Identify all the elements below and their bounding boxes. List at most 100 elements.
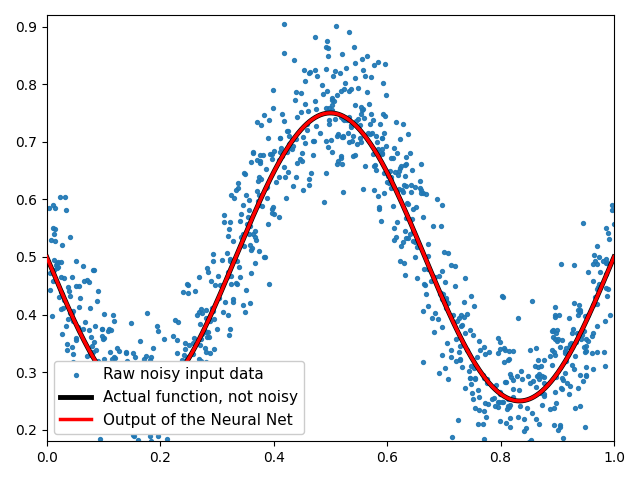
Raw noisy input data xyxy=(587,332,597,339)
Raw noisy input data xyxy=(238,230,248,238)
Raw noisy input data xyxy=(143,397,153,405)
Raw noisy input data xyxy=(410,253,420,261)
Raw noisy input data xyxy=(56,292,67,300)
Raw noisy input data xyxy=(307,138,317,145)
Raw noisy input data xyxy=(494,398,504,406)
Raw noisy input data xyxy=(408,228,418,235)
Raw noisy input data xyxy=(472,353,482,361)
Raw noisy input data xyxy=(198,365,209,373)
Raw noisy input data xyxy=(119,413,129,421)
Raw noisy input data xyxy=(141,397,151,405)
Raw noisy input data xyxy=(497,398,508,406)
Raw noisy input data xyxy=(67,343,77,351)
Raw noisy input data xyxy=(362,88,372,96)
Raw noisy input data xyxy=(384,179,394,186)
Raw noisy input data xyxy=(365,130,375,138)
Raw noisy input data xyxy=(192,311,202,319)
Raw noisy input data xyxy=(61,322,71,330)
Raw noisy input data xyxy=(71,282,81,289)
Raw noisy input data xyxy=(588,300,598,308)
Raw noisy input data xyxy=(202,264,212,272)
Raw noisy input data xyxy=(188,396,198,404)
Output of the Neural Net xyxy=(326,110,334,116)
Raw noisy input data xyxy=(421,290,431,298)
Raw noisy input data xyxy=(84,326,94,334)
Raw noisy input data xyxy=(143,359,153,367)
Raw noisy input data xyxy=(454,355,465,362)
Raw noisy input data xyxy=(223,232,233,240)
Raw noisy input data xyxy=(554,421,564,429)
Raw noisy input data xyxy=(388,155,398,162)
Raw noisy input data xyxy=(179,420,189,428)
Raw noisy input data xyxy=(246,246,257,253)
Raw noisy input data xyxy=(583,337,593,345)
Raw noisy input data xyxy=(288,143,298,150)
Raw noisy input data xyxy=(136,359,146,366)
Raw noisy input data xyxy=(261,165,271,173)
Raw noisy input data xyxy=(228,299,238,306)
Raw noisy input data xyxy=(168,369,178,377)
Raw noisy input data xyxy=(351,117,362,125)
Raw noisy input data xyxy=(449,282,460,290)
Raw noisy input data xyxy=(398,259,408,267)
Raw noisy input data xyxy=(387,202,397,209)
Raw noisy input data xyxy=(67,317,77,325)
Raw noisy input data xyxy=(356,106,367,113)
Raw noisy input data xyxy=(580,423,591,431)
Raw noisy input data xyxy=(327,96,337,104)
Raw noisy input data xyxy=(128,432,138,439)
Raw noisy input data xyxy=(244,196,254,204)
Raw noisy input data xyxy=(307,152,317,159)
Raw noisy input data xyxy=(386,173,396,181)
Raw noisy input data xyxy=(358,66,368,73)
Raw noisy input data xyxy=(154,413,164,420)
Raw noisy input data xyxy=(506,373,516,381)
Raw noisy input data xyxy=(602,259,612,266)
Raw noisy input data xyxy=(236,233,246,241)
Raw noisy input data xyxy=(255,151,265,158)
Raw noisy input data xyxy=(481,413,492,420)
Raw noisy input data xyxy=(468,302,479,310)
Raw noisy input data xyxy=(316,82,326,89)
Raw noisy input data xyxy=(440,294,451,301)
Raw noisy input data xyxy=(479,343,489,351)
Raw noisy input data xyxy=(451,317,461,325)
Raw noisy input data xyxy=(62,346,72,354)
Raw noisy input data xyxy=(122,357,132,365)
Raw noisy input data xyxy=(548,326,558,334)
Raw noisy input data xyxy=(508,385,518,393)
Raw noisy input data xyxy=(288,182,298,190)
Raw noisy input data xyxy=(114,423,124,431)
Raw noisy input data xyxy=(327,108,337,116)
Raw noisy input data xyxy=(233,184,243,192)
Raw noisy input data xyxy=(168,332,178,340)
Raw noisy input data xyxy=(540,390,550,397)
Raw noisy input data xyxy=(309,137,319,144)
Raw noisy input data xyxy=(57,241,67,249)
Raw noisy input data xyxy=(420,190,431,198)
Raw noisy input data xyxy=(392,218,403,226)
Raw noisy input data xyxy=(561,345,571,352)
Raw noisy input data xyxy=(196,357,206,364)
Raw noisy input data xyxy=(268,156,278,163)
Raw noisy input data xyxy=(355,121,365,129)
Raw noisy input data xyxy=(495,345,506,353)
Raw noisy input data xyxy=(237,301,248,309)
Raw noisy input data xyxy=(188,364,198,372)
Raw noisy input data xyxy=(549,348,559,356)
Raw noisy input data xyxy=(503,396,513,403)
Raw noisy input data xyxy=(273,173,284,181)
Raw noisy input data xyxy=(141,352,151,360)
Raw noisy input data xyxy=(339,115,349,122)
Raw noisy input data xyxy=(279,49,289,57)
Raw noisy input data xyxy=(493,349,503,357)
Raw noisy input data xyxy=(333,130,344,137)
Raw noisy input data xyxy=(395,257,405,264)
Raw noisy input data xyxy=(550,335,560,343)
Raw noisy input data xyxy=(536,362,546,370)
Raw noisy input data xyxy=(89,266,99,274)
Raw noisy input data xyxy=(565,382,575,390)
Raw noisy input data xyxy=(170,317,180,324)
Raw noisy input data xyxy=(297,149,307,156)
Raw noisy input data xyxy=(269,210,279,218)
